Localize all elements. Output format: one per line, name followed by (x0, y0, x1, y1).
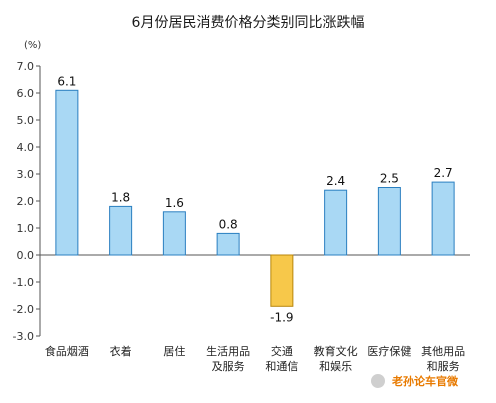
wechat-icon (371, 374, 385, 388)
category-label: 及服务 (212, 360, 245, 373)
category-label: 生活用品 (206, 344, 250, 358)
y-tick-label: -1.0 (13, 276, 34, 289)
y-tick-label: 2.0 (17, 195, 35, 208)
data-label: 6.1 (57, 74, 76, 88)
data-label: 0.8 (219, 217, 238, 231)
category-label: 居住 (163, 344, 185, 358)
data-label: 2.5 (380, 172, 399, 186)
bar (324, 189, 348, 256)
bar (55, 89, 79, 256)
y-unit-label: (%) (24, 40, 41, 51)
data-label: -1.9 (270, 310, 293, 324)
bar (162, 211, 186, 256)
y-tick-label: 4.0 (17, 141, 35, 154)
y-tick-label: -3.0 (13, 330, 34, 343)
y-tick-label: 1.0 (17, 222, 35, 235)
bar (377, 187, 401, 256)
data-label: 1.8 (111, 190, 130, 204)
data-label: 2.7 (434, 166, 453, 180)
y-tick-label: -2.0 (13, 303, 34, 316)
bar (431, 181, 455, 256)
y-tick-label: 0.0 (17, 249, 35, 262)
data-label: 2.4 (326, 174, 345, 188)
category-label: 食品烟酒 (45, 344, 89, 358)
y-tick-label: 3.0 (17, 168, 35, 181)
watermark-text: 老孙论车官微 (391, 374, 459, 388)
category-label: 交通 (271, 344, 293, 358)
y-tick-label: 6.0 (17, 87, 35, 100)
bar (109, 205, 133, 256)
y-tick-label: 5.0 (17, 114, 35, 127)
bar (270, 254, 294, 307)
category-label: 和娱乐 (319, 359, 352, 373)
y-tick-label: 7.0 (17, 60, 35, 73)
bar (216, 232, 240, 256)
category-label: 和通信 (265, 360, 298, 373)
category-label: 衣着 (110, 344, 132, 358)
category-label: 医疗保健 (367, 344, 411, 358)
chart-title: 6月份居民消费价格分类别同比涨跌幅 (132, 15, 365, 31)
category-label: 教育文化 (314, 344, 358, 358)
watermark: 老孙论车官微 (371, 374, 459, 388)
category-label: 和服务 (427, 360, 460, 373)
category-label: 其他用品 (421, 345, 465, 358)
data-label: 1.6 (165, 196, 184, 210)
